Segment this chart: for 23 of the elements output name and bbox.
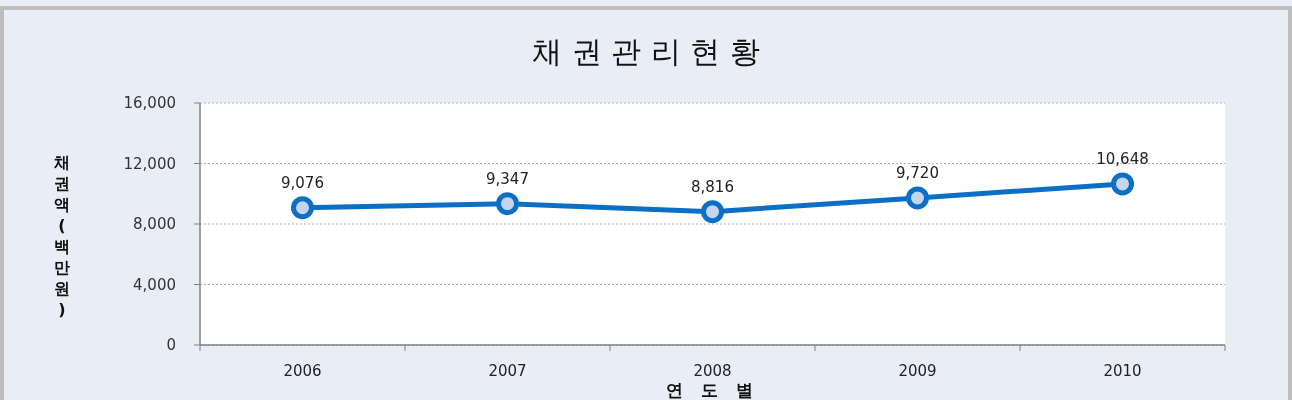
x-tick-label: 2009 <box>898 362 937 380</box>
x-tick-label: 2008 <box>693 362 732 380</box>
point <box>1111 172 1134 196</box>
x-tick-label: 2010 <box>1103 362 1142 380</box>
data-label: 9,347 <box>486 169 529 188</box>
data-label: 9,076 <box>281 173 324 192</box>
y-tick-label: 16,000 <box>123 94 176 112</box>
data-label: 8,816 <box>691 177 734 196</box>
chart-title: 채 권 관 리 현 황 <box>532 34 760 69</box>
point <box>906 186 929 210</box>
data-label: 9,720 <box>896 163 939 182</box>
data-label: 10,648 <box>1096 149 1149 168</box>
y-tick-label: 8,000 <box>133 215 176 233</box>
x-tick-label: 2007 <box>488 362 527 380</box>
y-tick-label: 0 <box>166 336 176 354</box>
point <box>496 192 519 216</box>
y-tick-label: 12,000 <box>123 154 176 173</box>
y-axis-title: 채권액(백만원) <box>53 153 70 319</box>
x-axis-title: 연 도 별 <box>666 380 759 400</box>
x-tick-label: 2006 <box>283 362 322 380</box>
y-tick-label: 4,000 <box>133 275 176 294</box>
point <box>701 200 724 224</box>
point <box>291 196 314 220</box>
